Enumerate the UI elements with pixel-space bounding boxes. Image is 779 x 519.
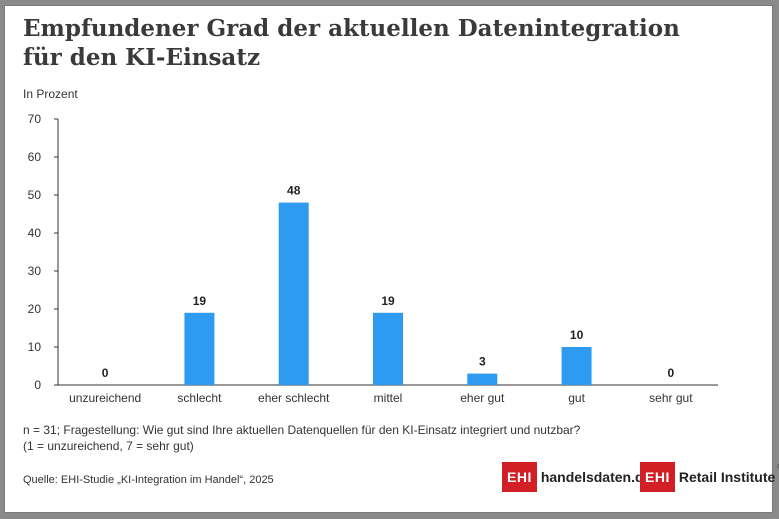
registered-mark: ®	[777, 464, 779, 471]
note-line-1: n = 31; Fragestellung: Wie gut sind Ihre…	[23, 423, 581, 437]
bar	[184, 312, 215, 385]
chart-note: n = 31; Fragestellung: Wie gut sind Ihre…	[23, 422, 580, 454]
bar	[467, 373, 498, 385]
data-label: 48	[287, 184, 301, 198]
retail-institute-name: Retail Institute	[678, 469, 776, 485]
retail-institute-logo: EHI Retail Institute®	[640, 462, 779, 492]
y-tick-label: 0	[34, 378, 41, 392]
y-tick-label: 30	[28, 264, 42, 278]
handelsdaten-logo-text: handelsdaten.de	[540, 469, 652, 485]
note-line-2: (1 = unzureichend, 7 = sehr gut)	[23, 439, 194, 453]
data-label: 10	[570, 328, 584, 342]
x-tick-label: eher schlecht	[258, 391, 330, 405]
data-label: 0	[668, 366, 675, 380]
data-label: 0	[102, 366, 109, 380]
bar	[278, 202, 309, 385]
chart-title-line-1: Empfundener Grad der aktuellen Dateninte…	[23, 15, 680, 42]
y-tick-label: 50	[28, 188, 42, 202]
chart-title: Empfundener Grad der aktuellen Dateninte…	[23, 14, 723, 72]
retail-institute-logo-text: Retail Institute®	[678, 464, 779, 485]
x-tick-label: schlecht	[177, 391, 222, 405]
chart-frame	[4, 5, 773, 513]
y-tick-label: 40	[28, 226, 42, 240]
y-tick-label: 70	[28, 112, 42, 126]
y-tick-label: 10	[28, 340, 42, 354]
data-label: 3	[479, 355, 486, 369]
y-tick-label: 60	[28, 150, 42, 164]
y-axis-unit-label: In Prozent	[23, 87, 78, 101]
ehi-logo-box: EHI	[502, 462, 537, 492]
source-note: Quelle: EHI-Studie „KI-Integration im Ha…	[23, 474, 274, 486]
x-tick-label: mittel	[374, 391, 403, 405]
bar	[373, 312, 403, 385]
data-label: 19	[381, 294, 395, 308]
bar	[561, 347, 592, 385]
ehi-logo-box: EHI	[640, 462, 675, 492]
y-tick-label: 20	[28, 302, 42, 316]
x-tick-label: unzureichend	[69, 391, 141, 405]
x-tick-label: gut	[568, 391, 585, 405]
chart-title-line-2: für den KI-Einsatz	[23, 44, 261, 71]
handelsdaten-logo: EHI handelsdaten.de	[502, 462, 651, 492]
x-tick-label: sehr gut	[649, 391, 693, 405]
data-label: 19	[193, 294, 207, 308]
x-tick-label: eher gut	[460, 391, 505, 405]
